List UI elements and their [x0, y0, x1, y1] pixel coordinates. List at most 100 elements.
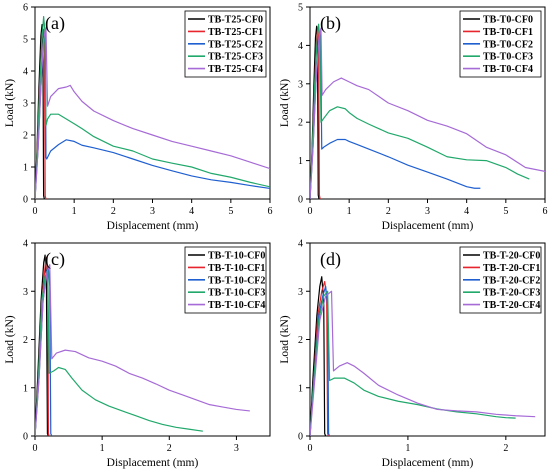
legend-label: TB-T-10-CF0	[208, 251, 265, 262]
x-tick-label: 6	[268, 206, 273, 217]
x-tick-label: 2	[111, 206, 116, 217]
x-tick-label: 4	[189, 206, 194, 217]
x-tick-label: 4	[464, 206, 469, 217]
legend-label: TB-T-10-CF1	[208, 263, 265, 274]
y-tick-label: 2	[23, 335, 28, 346]
y-tick-label: 1	[298, 383, 303, 394]
legend-label: TB-T25-CF1	[208, 27, 263, 38]
series-line	[35, 268, 203, 436]
series-line	[310, 27, 545, 199]
legend-label: TB-T-10-CF2	[208, 275, 265, 286]
y-tick-label: 4	[23, 67, 28, 78]
series-group	[310, 276, 536, 436]
x-tick-label: 1	[100, 443, 105, 454]
legend-label: TB-T-10-CF3	[208, 288, 265, 299]
series-line	[310, 290, 536, 436]
y-tick-label: 2	[23, 131, 28, 142]
y-axis-title: Load (kN)	[4, 79, 16, 127]
panel-label: (d)	[320, 249, 341, 270]
x-tick-label: 0	[33, 443, 38, 454]
legend-label: TB-T-20-CF3	[483, 288, 540, 299]
y-tick-label: 1	[298, 156, 303, 167]
y-tick-label: 1	[23, 163, 28, 174]
x-tick-label: 0	[308, 206, 313, 217]
legend-label: TB-T-20-CF0	[483, 251, 540, 262]
x-axis-title: Displacement (mm)	[382, 220, 474, 232]
legend-label: TB-T0-CF0	[483, 15, 533, 26]
x-tick-label: 3	[234, 443, 239, 454]
y-tick-label: 4	[298, 41, 303, 52]
x-axis-title: Displacement (mm)	[382, 457, 474, 469]
x-tick-label: 0	[308, 443, 313, 454]
y-tick-label: 4	[23, 239, 28, 250]
legend-label: TB-T0-CF4	[483, 64, 533, 75]
y-tick-label: 2	[298, 118, 303, 129]
chart-panel: 0 1 2 0 1 2 3 4 Displacement (mm) Load (kN) (d) TB-…	[279, 239, 546, 469]
y-tick-label: 0	[23, 432, 28, 443]
x-tick-label: 3	[150, 206, 155, 217]
y-tick-label: 6	[23, 3, 28, 14]
y-axis-title: Load (kN)	[279, 79, 291, 127]
x-axis-title: Displacement (mm)	[107, 457, 199, 469]
y-tick-label: 1	[23, 383, 28, 394]
series-line	[35, 27, 270, 199]
series-line	[35, 16, 270, 199]
series-group	[310, 23, 545, 199]
legend-label: TB-T25-CF0	[208, 15, 263, 26]
x-tick-label: 1	[347, 206, 352, 217]
x-tick-label: 5	[228, 206, 233, 217]
legend-label: TB-T-10-CF4	[208, 300, 265, 311]
legend-label: TB-T0-CF2	[483, 39, 533, 50]
y-tick-label: 4	[298, 239, 303, 250]
series-group	[35, 16, 270, 199]
x-tick-label: 5	[503, 206, 508, 217]
x-tick-label: 2	[167, 443, 172, 454]
y-tick-label: 3	[298, 287, 303, 298]
chart-panel: 0 1 2 3 4 5 6 0 1 2 3 4 5 Displacement (mm) Load (kN) (…	[279, 3, 548, 233]
y-tick-label: 0	[298, 432, 303, 443]
x-tick-label: 6	[543, 206, 548, 217]
legend-label: TB-T25-CF3	[208, 52, 263, 63]
x-tick-label: 2	[503, 443, 508, 454]
x-tick-label: 1	[72, 206, 77, 217]
x-tick-label: 0	[33, 206, 38, 217]
legend-label: TB-T25-CF2	[208, 39, 263, 50]
series-line	[310, 281, 330, 436]
series-line	[35, 254, 49, 436]
y-tick-label: 3	[23, 287, 28, 298]
chart-panel: 0 1 2 3 0 1 2 3 4 Displacement (mm) Load (kN) (c) TB…	[4, 239, 271, 469]
panel-label: (b)	[320, 13, 341, 34]
y-tick-label: 5	[23, 35, 28, 46]
series-line	[310, 33, 481, 199]
legend-label: TB-T-20-CF4	[483, 300, 540, 311]
series-line	[310, 276, 327, 436]
y-axis-title: Load (kN)	[4, 315, 16, 363]
x-tick-label: 2	[386, 206, 391, 217]
y-tick-label: 0	[23, 195, 28, 206]
y-tick-label: 5	[298, 3, 303, 14]
y-tick-label: 3	[298, 79, 303, 90]
series-group	[35, 254, 250, 436]
panel-label: (c)	[45, 249, 65, 270]
legend-label: TB-T25-CF4	[208, 64, 263, 75]
y-tick-label: 2	[298, 335, 303, 346]
legend-label: TB-T0-CF3	[483, 52, 533, 63]
x-tick-label: 3	[425, 206, 430, 217]
x-tick-label: 1	[405, 443, 410, 454]
series-line	[310, 23, 530, 199]
x-axis-title: Displacement (mm)	[107, 220, 199, 232]
legend-label: TB-T0-CF1	[483, 27, 533, 38]
y-tick-label: 0	[298, 195, 303, 206]
y-axis-title: Load (kN)	[279, 315, 291, 363]
legend-label: TB-T-20-CF2	[483, 275, 540, 286]
chart-panel: 0 1 2 3 4 5 6 0 1 2 3 4 5 6 Displacement (mm) Load (kN)…	[4, 3, 273, 233]
panel-label: (a)	[45, 13, 65, 34]
series-line	[310, 290, 516, 436]
y-tick-label: 3	[23, 99, 28, 110]
legend-label: TB-T-20-CF1	[483, 263, 540, 274]
